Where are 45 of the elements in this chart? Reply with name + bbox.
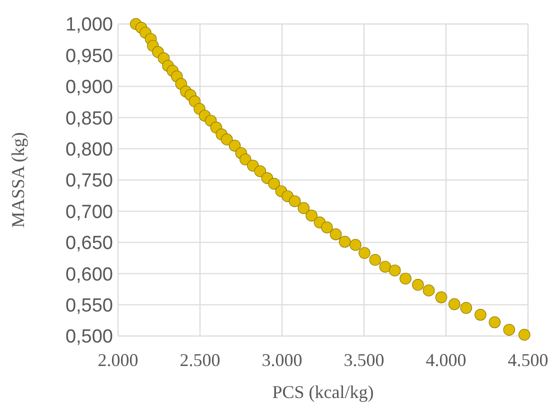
point: [435, 291, 448, 304]
x-tick-label: 3.000: [262, 350, 302, 370]
point: [400, 272, 412, 284]
x-tick-label: 4.000: [426, 350, 466, 370]
point: [379, 260, 392, 273]
point: [220, 134, 233, 146]
x-axis-title: PCS (kcal/kg): [272, 382, 374, 402]
point: [350, 239, 362, 251]
x-tick-label: 2.500: [180, 350, 220, 370]
y-tick-label: 0,750: [65, 170, 113, 192]
y-tick-label: 0,650: [65, 233, 113, 254]
point: [448, 298, 460, 310]
point: [298, 202, 310, 214]
point: [460, 302, 472, 314]
y-tick-label: 0,500: [65, 326, 113, 348]
point: [503, 324, 516, 336]
y-tick-label: 0,700: [65, 202, 113, 223]
point: [474, 308, 486, 321]
point: [518, 328, 530, 341]
y-tick-label: 0,800: [65, 139, 113, 160]
x-tick-label: 4.500: [508, 350, 548, 370]
point: [422, 284, 435, 296]
y-axis-title: MASSA (kg): [8, 132, 28, 228]
point: [228, 140, 241, 152]
point: [412, 278, 424, 291]
y-tick-label: 0,850: [65, 108, 113, 130]
point: [330, 228, 342, 240]
point: [488, 316, 501, 328]
x-tick-label: 3.500: [344, 350, 384, 370]
point: [288, 195, 301, 208]
y-tick-label: 1,000: [65, 14, 113, 36]
point: [306, 210, 318, 222]
point: [268, 178, 280, 190]
point: [388, 264, 401, 276]
y-tick-label: 0,600: [65, 264, 113, 286]
point: [369, 254, 382, 266]
y-tick-label: 0,550: [65, 295, 113, 316]
y-tick-label: 0,950: [65, 46, 113, 67]
point: [240, 154, 252, 166]
x-tick-label: 2.000: [98, 350, 138, 370]
point: [254, 165, 266, 178]
point: [338, 236, 351, 248]
y-tick-label: 0,900: [65, 77, 113, 98]
point: [358, 247, 370, 259]
point: [321, 222, 333, 234]
